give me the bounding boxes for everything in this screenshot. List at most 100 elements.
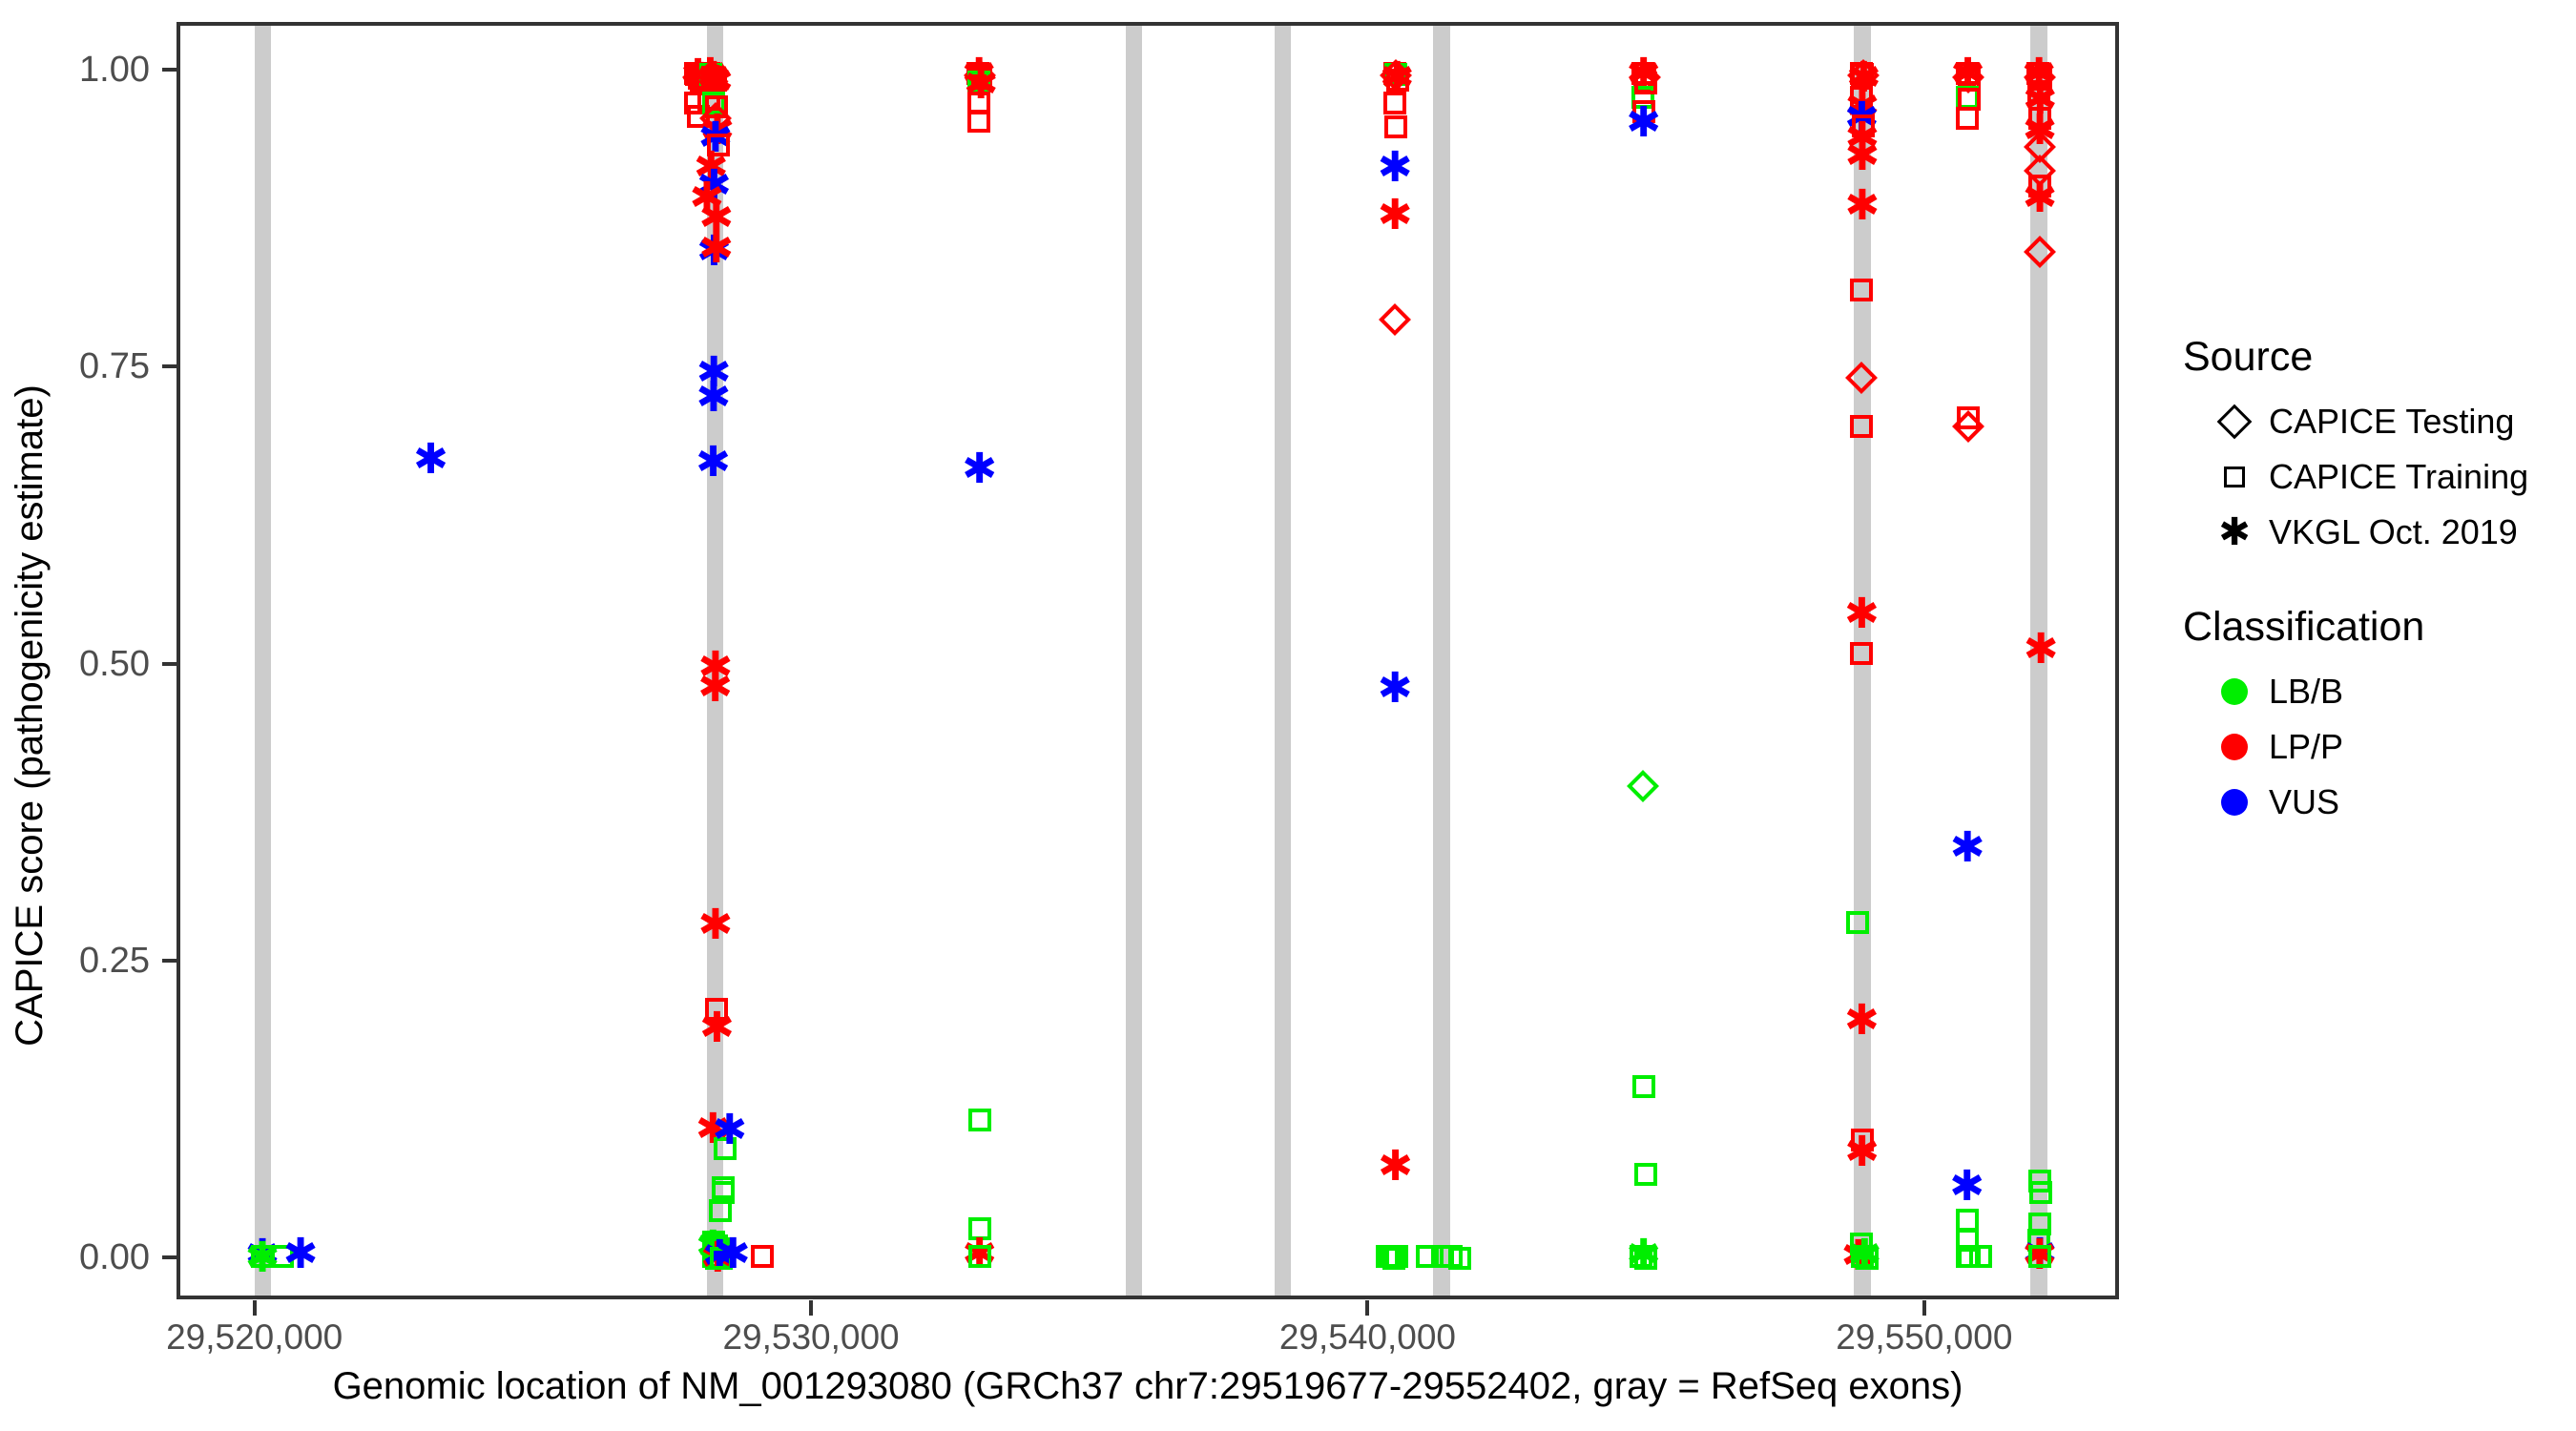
data-point xyxy=(1386,69,1410,93)
data-point xyxy=(1634,71,1658,94)
data-point xyxy=(1448,1246,1472,1270)
legend-spacer xyxy=(2183,560,2574,604)
diamond-icon xyxy=(2216,404,2253,440)
data-point xyxy=(1957,1245,1981,1269)
data-point xyxy=(1626,770,1659,803)
y-axis-tick-label: 1.00 xyxy=(79,49,150,90)
legend-item-classification[interactable]: LB/B xyxy=(2200,664,2574,719)
legend-title-classification: Classification xyxy=(2183,604,2425,650)
data-point xyxy=(967,109,991,133)
legend-item-label: CAPICE Testing xyxy=(2269,402,2515,441)
plot-area: ✱ ✱ ✱ ✱ ✱ ✱ ✱ ✱ ✱ ✱ ✱ ✱ ✱ ✱ ✱ ✱ ✱ ✱ ✱ ✱ ✱ ✱ ✱ ✱ ✱ ✱ ✱ ✱ ✱ ✱ ✱ ✱ ✱ ✱ ✱ ✱ ✱ ✱ ✱ ✱… xyxy=(180,26,2115,1296)
data-point xyxy=(1381,1246,1405,1270)
legend-key xyxy=(2200,404,2269,440)
refseq-exon-band xyxy=(1854,26,1871,1296)
data-point xyxy=(1955,1245,1979,1269)
data-point: ✱ xyxy=(1378,1141,1413,1191)
data-point xyxy=(1384,1245,1408,1269)
legend-item-label: VUS xyxy=(2269,782,2340,821)
y-axis-tick-label: 0.00 xyxy=(79,1237,150,1278)
y-axis-tick-mark xyxy=(162,959,177,963)
refseq-exon-band xyxy=(1433,26,1450,1296)
asterisk-icon: ✱ xyxy=(2218,510,2251,554)
legend-key xyxy=(2200,678,2269,705)
y-axis-tick-mark xyxy=(162,661,177,666)
data-point xyxy=(963,59,996,93)
x-axis-tick-label: 29,520,000 xyxy=(166,1317,343,1357)
legend-item-source[interactable]: ✱ VKGL Oct. 2019 xyxy=(2200,505,2574,560)
data-point: ✱ xyxy=(962,444,998,493)
data-point xyxy=(1631,85,1655,109)
data-point xyxy=(1376,1245,1400,1269)
data-point xyxy=(1380,59,1413,93)
data-point: ✱ xyxy=(1949,1161,1985,1211)
data-point xyxy=(684,61,708,85)
y-axis-tick-label: 0.75 xyxy=(79,346,150,387)
data-point xyxy=(1628,60,1661,93)
data-point: ✱ xyxy=(413,434,448,484)
data-point: ✱ xyxy=(962,1229,998,1278)
legend-item-label: VKGL Oct. 2019 xyxy=(2269,512,2518,551)
square-icon xyxy=(2224,467,2245,487)
refseq-exon-band xyxy=(2030,26,2047,1296)
data-point xyxy=(1956,107,1980,131)
data-point xyxy=(1383,63,1407,87)
data-point: ✱ xyxy=(1626,50,1662,99)
refseq-exon-band xyxy=(1125,26,1143,1296)
x-axis-tick-label: 29,530,000 xyxy=(722,1317,900,1357)
legend-key: ✱ xyxy=(2200,513,2269,551)
data-point xyxy=(966,70,990,93)
legend-group-classification: LB/B LP/P VUS xyxy=(2183,664,2574,830)
legend: Source CAPICE Testing CAPICE Training ✱ VKG… xyxy=(2183,334,2574,830)
data-point: ✱ xyxy=(1949,822,1985,872)
x-axis-tick-label: 29,550,000 xyxy=(1836,1317,2013,1357)
data-point xyxy=(1634,1246,1658,1270)
data-point xyxy=(1383,91,1407,114)
data-point xyxy=(967,1109,991,1132)
x-axis-title: Genomic location of NM_001293080 (GRCh37… xyxy=(332,1364,1963,1407)
y-axis-tick-mark xyxy=(162,67,177,72)
legend-group-source: CAPICE Testing CAPICE Training ✱ VKGL Oct. … xyxy=(2183,394,2574,560)
x-axis-tick-mark xyxy=(1365,1300,1370,1316)
data-point xyxy=(685,63,709,87)
data-point xyxy=(1631,61,1654,85)
data-point: ✱ xyxy=(1379,52,1415,102)
data-point: ✱ xyxy=(1377,191,1413,240)
legend-item-source[interactable]: CAPICE Testing xyxy=(2200,394,2574,449)
y-axis-tick-mark xyxy=(162,1255,177,1260)
data-point xyxy=(1955,61,1979,85)
data-point: ✱ xyxy=(1377,664,1413,714)
legend-item-classification[interactable]: VUS xyxy=(2200,775,2574,830)
data-point xyxy=(684,91,708,114)
plot-panel: ✱ ✱ ✱ ✱ ✱ ✱ ✱ ✱ ✱ ✱ ✱ ✱ ✱ ✱ ✱ ✱ ✱ ✱ ✱ ✱ ✱ ✱ ✱ ✱ ✱ ✱ ✱ ✱ ✱ ✱ ✱ ✱ ✱ ✱ ✱ ✱ ✱ ✱ ✱ ✱… xyxy=(177,22,2119,1299)
legend-item-label: LB/B xyxy=(2269,672,2344,711)
legend-item-classification[interactable]: LP/P xyxy=(2200,719,2574,775)
y-axis-tick-mark xyxy=(162,364,177,369)
data-point xyxy=(968,1245,992,1269)
legend-item-label: LP/P xyxy=(2269,727,2344,766)
data-point: ✱ xyxy=(1626,1231,1662,1280)
data-point xyxy=(966,61,989,85)
data-point xyxy=(1631,99,1655,123)
data-point xyxy=(1969,1245,1993,1269)
data-point xyxy=(1958,68,1982,92)
data-point xyxy=(1955,1208,1979,1232)
data-point: ✱ xyxy=(282,1229,319,1278)
legend-key xyxy=(2200,467,2269,487)
data-point: ✱ xyxy=(1950,50,1985,99)
data-point xyxy=(1378,302,1411,336)
legend-item-source[interactable]: CAPICE Training xyxy=(2200,449,2574,505)
refseq-exon-band xyxy=(1274,26,1292,1296)
data-point xyxy=(967,1216,991,1240)
data-point xyxy=(1382,61,1406,85)
circle-icon xyxy=(2221,789,2248,816)
y-axis-tick-label: 0.25 xyxy=(79,941,150,981)
data-point xyxy=(1629,1245,1652,1269)
data-point xyxy=(1633,68,1657,92)
y-axis-title: CAPICE score (pathogenicity estimate) xyxy=(8,384,51,1047)
data-point xyxy=(1952,60,1985,93)
data-point xyxy=(1632,1075,1656,1099)
data-point xyxy=(1957,88,1981,112)
data-point xyxy=(968,66,992,90)
